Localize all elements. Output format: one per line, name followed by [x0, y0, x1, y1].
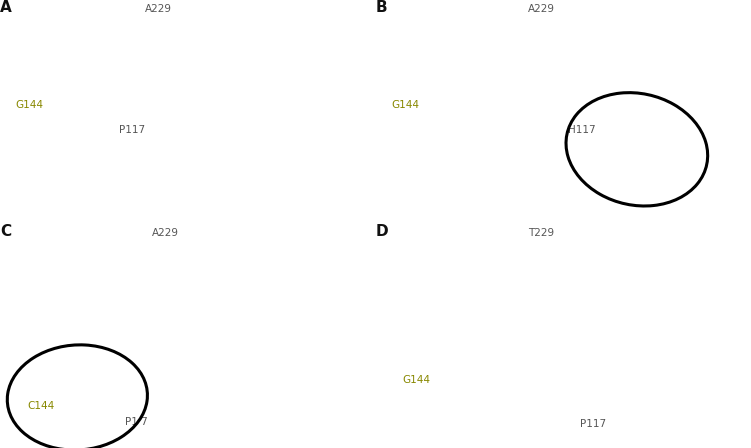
Text: H117: H117	[568, 125, 596, 134]
Text: C144: C144	[27, 401, 54, 411]
Text: G144: G144	[16, 100, 44, 110]
Text: P1 7: P1 7	[125, 417, 148, 426]
Text: G144: G144	[391, 100, 419, 110]
Text: T229: T229	[528, 228, 554, 238]
Text: A229: A229	[152, 228, 179, 238]
Text: B: B	[376, 0, 388, 15]
Text: P117: P117	[119, 125, 146, 134]
Text: D: D	[376, 224, 388, 239]
Text: A229: A229	[528, 4, 555, 14]
Text: A229: A229	[145, 4, 172, 14]
Text: A: A	[0, 0, 12, 15]
Text: P117: P117	[580, 419, 606, 429]
Text: C: C	[0, 224, 11, 239]
Text: G144: G144	[402, 375, 430, 385]
